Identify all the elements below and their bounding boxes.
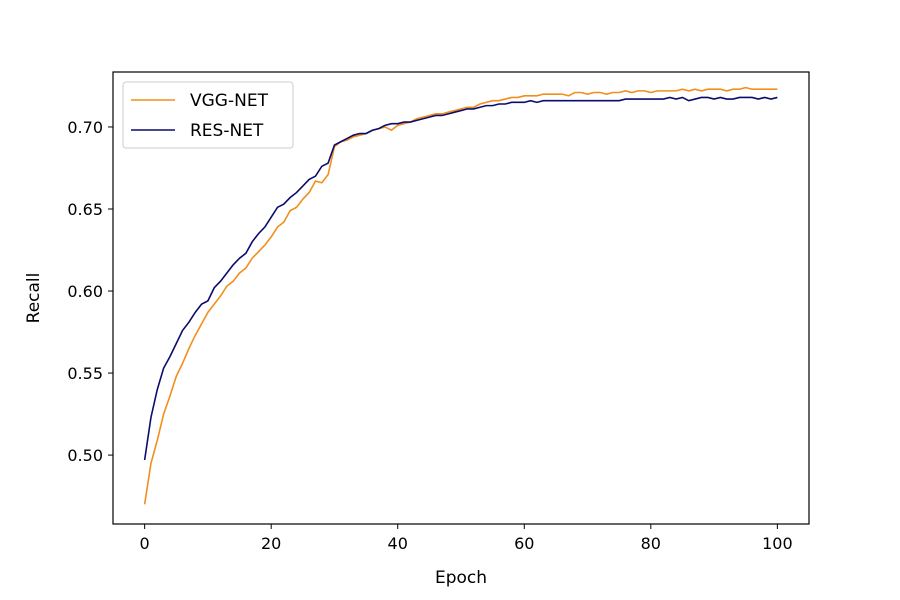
- x-tick-label: 40: [388, 534, 408, 553]
- x-tick-label: 100: [762, 534, 793, 553]
- y-tick-label: 0.50: [67, 446, 103, 465]
- y-axis: 0.50 0.55 0.60 0.65 0.70: [67, 118, 113, 465]
- y-axis-label: Recall: [24, 273, 44, 324]
- y-tick-label: 0.60: [67, 282, 103, 301]
- series-layer: [143, 86, 778, 505]
- x-tick-label: 20: [261, 534, 281, 553]
- series-line-res-net: [143, 96, 778, 461]
- series-line-vgg-net: [143, 86, 778, 505]
- legend: VGG-NET RES-NET: [122, 81, 294, 149]
- y-tick-label: 0.70: [67, 118, 103, 137]
- x-axis: 0 20 40 60 80 100: [140, 524, 793, 553]
- x-tick-label: 80: [641, 534, 661, 553]
- legend-label-vgg-net: VGG-NET: [190, 91, 269, 111]
- y-tick-label: 0.65: [67, 200, 103, 219]
- legend-label-res-net: RES-NET: [190, 121, 264, 141]
- plot-frame: [112, 71, 810, 525]
- x-axis-label: Epoch: [435, 568, 487, 588]
- x-tick-label: 60: [514, 534, 534, 553]
- y-tick-label: 0.55: [67, 364, 103, 383]
- x-tick-label: 0: [140, 534, 150, 553]
- legend-box: [122, 81, 294, 149]
